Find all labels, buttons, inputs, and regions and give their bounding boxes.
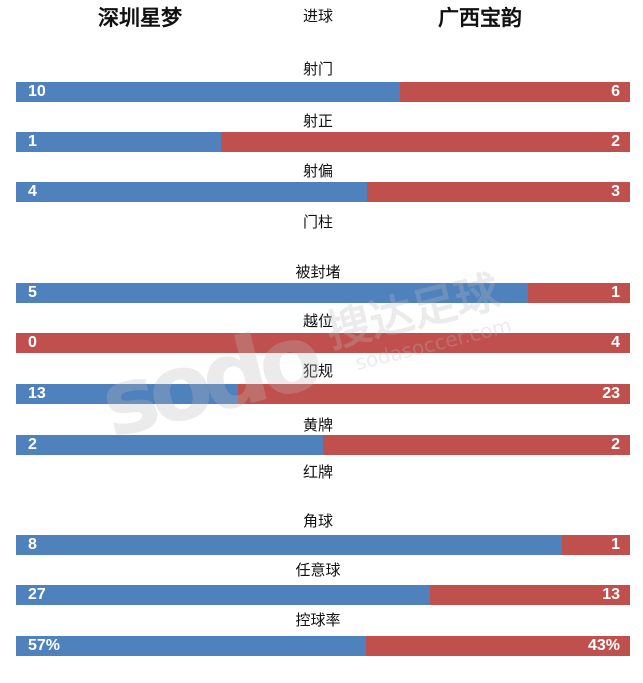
home-value: 1 [28, 133, 37, 150]
away-value: 13 [602, 586, 620, 603]
away-value: 6 [611, 83, 620, 100]
home-bar-segment [16, 182, 367, 202]
stat-label: 被封堵 [295, 263, 341, 281]
away-bar-segment [323, 435, 630, 455]
stat-label: 门柱 [302, 213, 334, 231]
stat-bar: 27 13 [16, 585, 630, 605]
stat-label: 射偏 [302, 162, 334, 180]
stat-label: 射正 [302, 112, 334, 130]
stat-label: 任意球 [295, 561, 341, 579]
home-team-name: 深圳星梦 [98, 6, 182, 30]
away-bar-segment [366, 182, 630, 202]
stat-bar: 10 6 [16, 82, 630, 102]
home-value: 5 [28, 284, 37, 301]
home-bar-segment [16, 384, 238, 404]
stat-label: 控球率 [295, 611, 341, 629]
away-value: 4 [611, 334, 620, 351]
away-bar-segment [527, 283, 630, 303]
home-value: 4 [28, 183, 37, 200]
home-bar-segment [16, 636, 366, 656]
home-value: 10 [28, 83, 46, 100]
away-value: 2 [611, 436, 620, 453]
stat-bar: 57% 43% [16, 636, 630, 656]
stat-label: 黄牌 [302, 416, 334, 434]
home-bar-segment [16, 132, 221, 152]
home-value: 27 [28, 586, 46, 603]
away-value: 23 [602, 385, 620, 402]
home-value: 13 [28, 385, 46, 402]
away-bar-segment [561, 535, 630, 555]
away-team-name: 广西宝韵 [438, 6, 522, 30]
home-bar-segment [16, 82, 400, 102]
home-bar-segment [16, 535, 562, 555]
away-bar-segment [237, 384, 630, 404]
stat-label: 犯规 [302, 362, 334, 380]
stat-label: 越位 [302, 312, 334, 330]
home-value: 2 [28, 436, 37, 453]
away-bar-segment [365, 636, 630, 656]
away-bar-segment [16, 333, 630, 353]
goals-label: 进球 [302, 7, 334, 25]
home-value: 57% [28, 637, 61, 654]
away-value: 3 [611, 183, 620, 200]
home-value: 0 [28, 334, 37, 351]
away-value: 1 [611, 284, 620, 301]
away-value: 2 [611, 133, 620, 150]
away-bar-segment [399, 82, 630, 102]
home-bar-segment [16, 585, 431, 605]
stat-label: 射门 [302, 60, 334, 78]
away-bar-segment [220, 132, 630, 152]
home-value: 8 [28, 536, 37, 553]
stat-bar: 13 23 [16, 384, 630, 404]
home-bar-segment [16, 435, 323, 455]
away-value: 43% [587, 637, 620, 654]
stat-label: 角球 [302, 512, 334, 530]
away-value: 1 [611, 536, 620, 553]
away-bar-segment [430, 585, 630, 605]
home-bar-segment [16, 283, 528, 303]
stat-label: 红牌 [302, 463, 334, 481]
